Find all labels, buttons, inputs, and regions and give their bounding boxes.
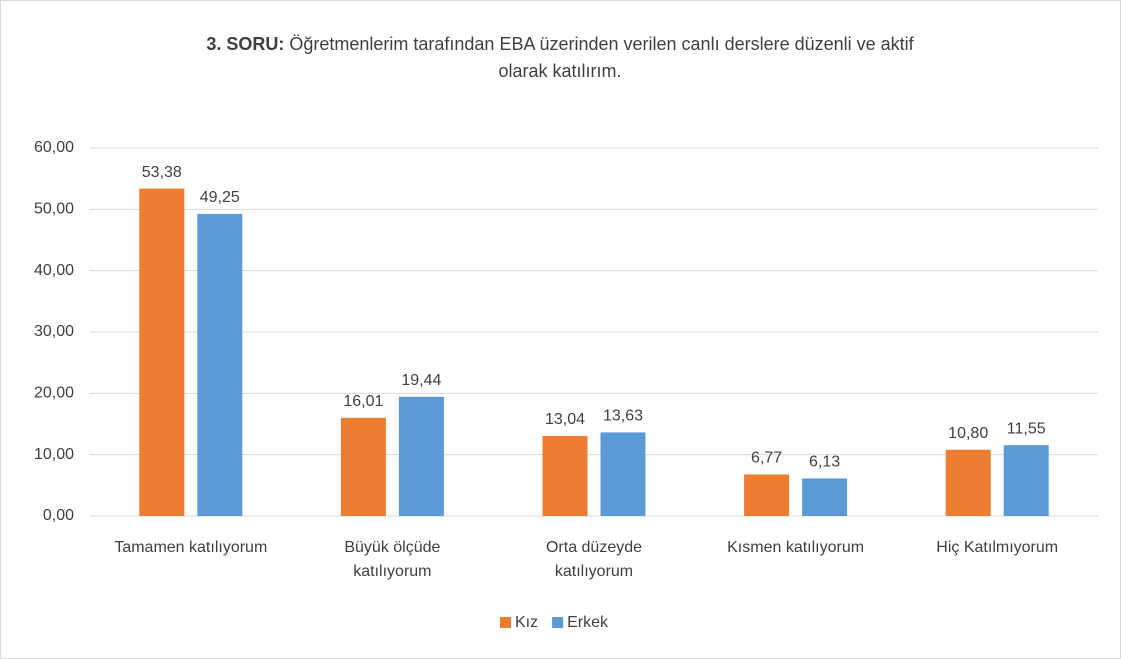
chart-title-bold: 3. SORU: xyxy=(206,34,284,54)
chart-title-text: Öğretmenlerim tarafından EBA üzerinden v… xyxy=(289,34,914,54)
x-tick-label: Orta düzeyde xyxy=(546,539,642,556)
chart-title: olarak katılırım. xyxy=(498,61,621,81)
data-label: 19,44 xyxy=(401,372,441,389)
y-tick-label: 0,00 xyxy=(43,507,74,524)
bar xyxy=(744,474,790,516)
legend-swatch xyxy=(552,617,564,628)
legend-swatch xyxy=(500,617,511,628)
data-label: 6,13 xyxy=(809,454,840,471)
bar xyxy=(802,478,848,516)
data-label: 13,63 xyxy=(603,408,643,425)
y-tick-label: 30,00 xyxy=(34,323,74,340)
legend-label: Kız xyxy=(515,614,538,631)
x-tick-label: Tamamen katılıyorum xyxy=(114,539,267,556)
legend-label: Erkek xyxy=(567,614,609,631)
y-tick-label: 10,00 xyxy=(34,446,74,463)
x-tick-label: Hiç Katılmıyorum xyxy=(936,539,1058,556)
y-tick-label: 50,00 xyxy=(34,201,74,218)
bar xyxy=(600,432,646,516)
bar xyxy=(945,449,991,516)
bar xyxy=(139,188,185,516)
bar xyxy=(398,396,444,516)
x-tick-label: katılıyorum xyxy=(353,563,431,580)
y-tick-label: 40,00 xyxy=(34,262,74,279)
bar xyxy=(340,417,386,516)
bar xyxy=(197,213,243,516)
x-tick-label: Büyük ölçüde xyxy=(344,539,440,556)
x-tick-label: katılıyorum xyxy=(555,563,633,580)
data-label: 16,01 xyxy=(343,393,383,410)
x-tick-label: Kısmen katılıyorum xyxy=(727,539,864,556)
y-tick-label: 60,00 xyxy=(34,139,74,156)
data-label: 53,38 xyxy=(142,164,182,181)
data-label: 6,77 xyxy=(751,450,782,467)
data-label: 10,80 xyxy=(948,425,988,442)
data-label: 11,55 xyxy=(1007,420,1046,437)
data-label: 13,04 xyxy=(545,411,585,428)
bar xyxy=(1003,445,1049,516)
y-tick-label: 20,00 xyxy=(34,385,74,402)
bar xyxy=(542,436,588,516)
chart-title: 3. SORU: Öğretmenlerim tarafından EBA üze… xyxy=(206,34,914,54)
data-label: 49,25 xyxy=(200,189,240,206)
